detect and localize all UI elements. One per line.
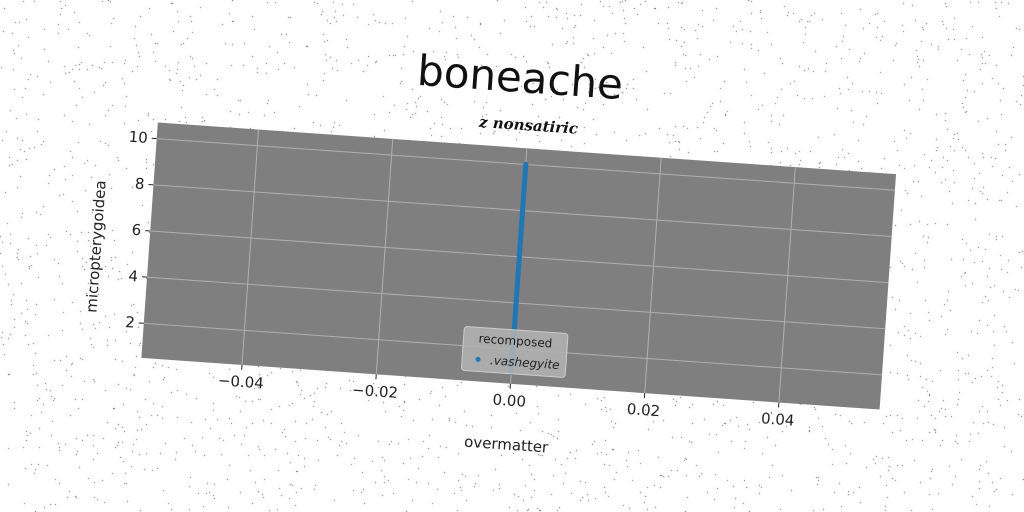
data-point <box>516 254 522 260</box>
chart-subtitle: z nonsatiric <box>477 113 578 138</box>
y-axis-label: micropterygoidea <box>82 180 109 313</box>
y-tick-label: 4 <box>128 267 139 286</box>
x-axis-label: overmatter <box>464 433 550 457</box>
data-point <box>515 277 521 283</box>
x-tick-label: −0.02 <box>352 381 399 402</box>
x-tick-label: 0.02 <box>626 400 661 420</box>
plot-group: recomposed .vashegyite z nonsatiric −0.0… <box>82 113 897 457</box>
legend-series-label: .vashegyite <box>490 353 560 372</box>
data-point <box>513 300 519 306</box>
y-axis-ticks: 2 4 6 8 10 <box>125 128 157 332</box>
data-point <box>518 231 524 237</box>
x-tick-label: 0.04 <box>760 409 795 429</box>
legend: recomposed .vashegyite <box>460 326 569 378</box>
chart-title: boneache <box>416 46 625 109</box>
x-axis-ticks: −0.04 −0.02 0.00 0.02 0.04 <box>217 364 795 430</box>
x-grid-line <box>644 157 662 394</box>
y-tick-label: 8 <box>134 175 145 194</box>
legend-title: recomposed <box>478 331 553 350</box>
x-tick-label: −0.04 <box>217 371 264 392</box>
data-point <box>512 323 518 329</box>
x-tick-label: 0.00 <box>492 391 527 411</box>
legend-marker <box>475 356 481 362</box>
data-point <box>521 185 527 191</box>
y-tick-label: 10 <box>128 128 148 147</box>
x-grid-line <box>241 129 259 366</box>
y-tick-label: 2 <box>125 313 136 332</box>
y-tick-label: 6 <box>131 221 142 240</box>
legend-box <box>460 326 569 378</box>
x-grid-line <box>375 138 394 375</box>
data-point <box>523 161 529 167</box>
data-point <box>520 208 526 214</box>
x-grid-line <box>778 167 796 403</box>
